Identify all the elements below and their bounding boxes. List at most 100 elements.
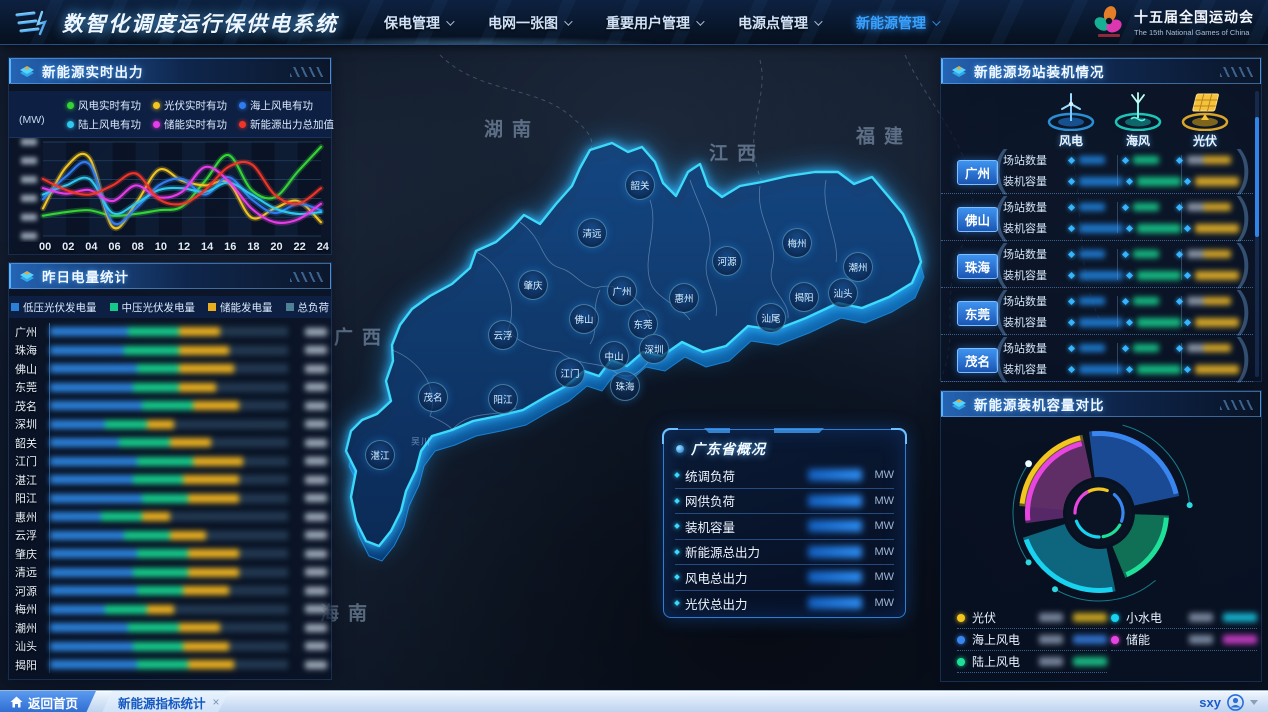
map-city-云浮[interactable]: 云浮 [488,320,518,350]
legend-label: 海上风电有功 [250,100,313,112]
legend-item-3[interactable]: 海上风电有功 [239,98,349,113]
tab-new-energy-stats[interactable]: 新能源指标统计 × [102,691,230,712]
province-label-湖南: 湖南 [483,119,541,141]
value-dot-icon [1067,297,1076,305]
legend-item-1[interactable]: 低压光伏发电量 [11,300,97,315]
map-city-潮州[interactable]: 潮州 [843,252,873,282]
bracket-left: ( [993,235,1008,290]
overview-value-redacted [808,597,862,610]
nav-item-5[interactable]: 新能源管理 [856,13,941,33]
value-cell [1065,223,1123,233]
bar-segment [132,382,179,392]
legend-item-3[interactable]: 储能发电量 [208,300,273,315]
bar-track-redacted [50,623,300,632]
legend-item-2[interactable]: 中压光伏发电量 [109,300,195,315]
map-city-肇庆[interactable]: 肇庆 [518,270,548,300]
capacity-legend-陆上风电[interactable]: 陆上风电 [957,651,1107,673]
bar-segment [188,493,239,503]
bar-segment-total-load [215,382,288,392]
value-dot-icon [1067,156,1076,164]
y-tick-redacted [21,194,37,202]
nav-item-1[interactable]: 保电管理 [384,13,455,33]
map-city-湛江[interactable]: 湛江 [365,440,395,470]
nav-item-4[interactable]: 电源点管理 [738,13,823,33]
map-city-韶关[interactable]: 韶关 [625,170,655,200]
legend-item-6[interactable]: 新能源出力总加值 [239,117,349,132]
bar-segment-total-load [238,549,288,558]
column-separator [1181,202,1182,233]
legend-item-4[interactable]: 陆上风电有功 [67,117,153,132]
map-city-清远[interactable]: 清远 [577,218,607,248]
home-button[interactable]: 返回首页 [0,691,96,712]
capacity-legend-小水电[interactable]: 小水电 [1111,607,1257,629]
value-dot-icon [1067,365,1076,373]
bar-value-redacted [305,401,327,410]
city-chip-广州[interactable]: 广州 [957,160,999,185]
value-redacted [1133,156,1159,164]
bar-row-深圳: 深圳 [15,416,327,433]
stations-scrollbar[interactable] [1255,91,1259,377]
scrollbar-thumb[interactable] [1255,117,1259,237]
capacity-legend-储能[interactable]: 储能 [1111,629,1257,651]
bullet-icon [674,600,680,607]
bar-row-江门: 江门 [15,453,327,470]
map-city-惠州[interactable]: 惠州 [669,283,699,313]
map-city-梅州[interactable]: 梅州 [782,228,812,258]
tab-close-icon[interactable]: × [212,695,220,709]
realtime-line-chart[interactable] [9,138,333,242]
map-city-揭阳[interactable]: 揭阳 [789,282,819,312]
bar-segment [192,456,244,466]
map-city-河源[interactable]: 河源 [712,246,742,276]
user-menu-caret-icon[interactable] [1250,699,1258,705]
map-city-江门[interactable]: 江门 [555,358,585,388]
capacity-legend-海上风电[interactable]: 海上风电 [957,629,1107,651]
city-chip-东莞[interactable]: 东莞 [957,301,999,326]
bar-segment [178,345,230,355]
user-area[interactable]: sxy [1199,691,1258,712]
panel-title: 新能源场站装机情况 [974,65,1105,80]
legend-percent-redacted [1223,613,1257,622]
nav-item-3[interactable]: 重要用户管理 [606,13,705,33]
capacity-rose-chart[interactable] [941,417,1263,607]
bar-segment [50,586,138,595]
bar-city-label: 云浮 [15,530,37,542]
legend-item-5[interactable]: 储能实时有功 [153,117,239,132]
bar-track-redacted [50,364,300,373]
map-city-汕尾[interactable]: 汕尾 [756,303,786,333]
city-chip-珠海[interactable]: 珠海 [957,254,999,279]
games-emblem-icon [1094,6,1122,37]
user-avatar-icon[interactable] [1227,693,1244,711]
column-separator [1117,296,1118,327]
map-city-广州[interactable]: 广州 [607,276,637,306]
value-cell [1173,250,1231,258]
legend-label: 陆上风电有功 [78,119,141,131]
map-city-佛山[interactable]: 佛山 [569,304,599,334]
panel-icon [952,66,966,77]
city-chip-茂名[interactable]: 茂名 [957,348,999,373]
nav-item-2[interactable]: 电网一张图 [488,13,573,33]
x-tick: 14 [200,241,214,253]
legend-item-2[interactable]: 光伏实时有功 [153,98,239,113]
city-chip-佛山[interactable]: 佛山 [957,207,999,232]
map-city-阳江[interactable]: 阳江 [488,384,518,414]
bar-segment-total-load [233,364,288,373]
value-cell [1181,317,1239,327]
map-city-珠海[interactable]: 珠海 [610,371,640,401]
capacity-legend-光伏[interactable]: 光伏 [957,607,1107,629]
solar-panel-icon [1181,93,1229,131]
legend-dot [957,613,965,622]
map-city-深圳[interactable]: 深圳 [639,334,669,364]
map-city-中山[interactable]: 中山 [599,341,629,371]
tab-label: 新能源指标统计 [118,696,206,711]
value-dot-icon [1125,318,1134,326]
map-city-茂名[interactable]: 茂名 [418,382,448,412]
legend-item-4[interactable]: 总负荷 [285,300,329,315]
metric-label: 装机容量 [1003,176,1047,188]
overview-unit: MW [874,469,894,482]
bar-track-redacted [50,382,300,392]
bar-segment [137,549,188,558]
bar-segment-total-load [233,660,288,669]
legend-item-1[interactable]: 风电实时有功 [67,98,153,113]
map-city-汕头[interactable]: 汕头 [828,278,858,308]
value-redacted [1137,364,1181,374]
